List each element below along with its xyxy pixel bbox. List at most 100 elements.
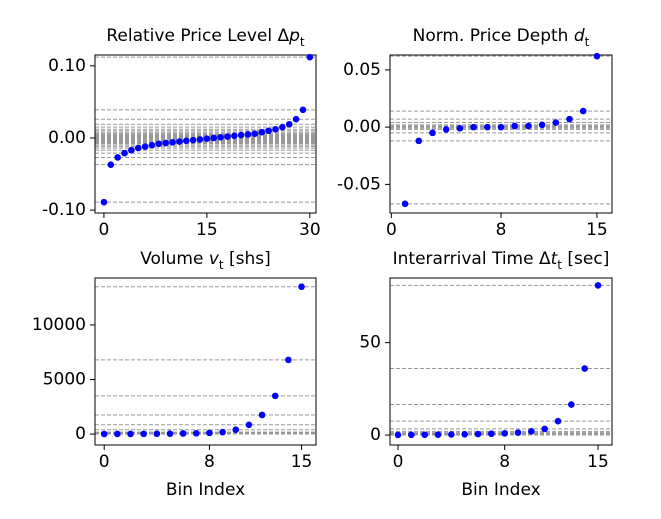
point bbox=[107, 161, 115, 168]
point bbox=[271, 392, 279, 400]
point bbox=[217, 133, 224, 141]
x-tick-label: 15 bbox=[587, 452, 609, 472]
point bbox=[579, 107, 587, 115]
point bbox=[166, 430, 174, 437]
y-tick-label: 0.00 bbox=[48, 128, 86, 148]
point bbox=[258, 411, 266, 419]
axes-frame bbox=[389, 54, 613, 214]
point bbox=[100, 430, 108, 438]
x-tick-label: 8 bbox=[499, 452, 510, 472]
point bbox=[265, 127, 272, 135]
x-tick-label: 0 bbox=[393, 452, 404, 472]
point bbox=[189, 136, 197, 144]
point bbox=[182, 137, 190, 145]
point bbox=[219, 428, 226, 436]
point bbox=[474, 430, 482, 438]
point bbox=[244, 131, 252, 138]
point bbox=[196, 136, 204, 143]
point bbox=[169, 138, 176, 146]
title-part: t bbox=[300, 35, 305, 49]
subplot-title: Interarrival Time Δtt [sec] bbox=[393, 249, 610, 272]
y-tick-label: 10000 bbox=[32, 315, 86, 335]
x-tick-label: 15 bbox=[586, 220, 608, 240]
y-tick-label: 0.00 bbox=[343, 117, 381, 137]
title-part: Interarrival Time Δ bbox=[393, 249, 551, 269]
y-tick-label: 50 bbox=[359, 333, 381, 353]
x-axis-label: Bin Index bbox=[166, 480, 245, 500]
point bbox=[594, 282, 602, 289]
point bbox=[114, 154, 121, 161]
subplot-title: Relative Price Level Δpt bbox=[106, 26, 305, 49]
axes-frame bbox=[94, 277, 317, 446]
point bbox=[121, 149, 128, 157]
point bbox=[210, 134, 218, 142]
point bbox=[245, 421, 253, 429]
y-tick-label: 0.05 bbox=[343, 60, 381, 80]
point bbox=[176, 138, 183, 145]
title-part: t bbox=[551, 249, 559, 269]
point bbox=[148, 141, 156, 149]
subplot: -0.05 0.00 0.05 0 8 15 Norm. Price Depth dt bbox=[337, 26, 613, 240]
point bbox=[552, 119, 560, 126]
point bbox=[128, 146, 135, 154]
x-tick-label: 15 bbox=[291, 452, 313, 472]
subplot: -0.10 0.00 0.10 0 15 30 Relative Price Level Δ… bbox=[42, 26, 321, 240]
x-tick-label: 8 bbox=[496, 220, 507, 240]
point bbox=[279, 123, 286, 131]
point bbox=[514, 429, 522, 436]
title-part: Relative Price Level Δ bbox=[106, 26, 289, 46]
point bbox=[448, 431, 455, 438]
title-part: [sec] bbox=[562, 249, 609, 269]
point bbox=[203, 135, 211, 142]
x-axis-label: Bin Index bbox=[461, 480, 540, 500]
title-part: v bbox=[209, 249, 220, 269]
point bbox=[127, 430, 134, 438]
y-tick-label: 5000 bbox=[43, 370, 86, 390]
point bbox=[415, 137, 423, 145]
point bbox=[461, 430, 468, 438]
x-tick-label: 15 bbox=[196, 220, 218, 240]
point bbox=[554, 417, 562, 425]
point bbox=[501, 430, 508, 437]
point bbox=[421, 431, 428, 439]
point bbox=[140, 430, 147, 438]
point bbox=[285, 356, 292, 364]
point bbox=[141, 143, 149, 150]
title-part: t bbox=[585, 35, 590, 49]
point bbox=[483, 123, 491, 131]
title-part: [shs] bbox=[224, 249, 271, 269]
x-tick-label: 0 bbox=[99, 452, 110, 472]
y-tick-label: 0 bbox=[75, 424, 86, 444]
title-part: t bbox=[557, 258, 562, 272]
point bbox=[593, 52, 601, 60]
point bbox=[401, 200, 409, 208]
point bbox=[541, 425, 548, 433]
point bbox=[224, 133, 231, 140]
point bbox=[456, 124, 464, 132]
point bbox=[134, 144, 142, 152]
title-part: d bbox=[574, 26, 585, 46]
point bbox=[434, 431, 442, 438]
point bbox=[497, 123, 505, 131]
point bbox=[568, 401, 575, 408]
axes-frame bbox=[389, 277, 613, 446]
axes-frame bbox=[94, 54, 317, 214]
point bbox=[538, 121, 546, 129]
point bbox=[470, 123, 477, 131]
point bbox=[298, 283, 305, 291]
x-tick-label: 30 bbox=[299, 220, 321, 240]
point bbox=[306, 53, 314, 61]
point bbox=[258, 128, 266, 136]
title-part: Volume bbox=[140, 249, 209, 269]
point bbox=[192, 429, 200, 437]
x-tick-label: 0 bbox=[386, 220, 397, 240]
y-tick-label: -0.05 bbox=[337, 174, 381, 194]
point bbox=[299, 106, 307, 114]
title-part: Norm. Price Depth bbox=[413, 26, 574, 46]
point bbox=[525, 122, 532, 130]
y-tick-label: -0.10 bbox=[42, 200, 86, 220]
point bbox=[394, 431, 402, 439]
x-tick-label: 8 bbox=[204, 452, 215, 472]
point bbox=[292, 115, 300, 123]
